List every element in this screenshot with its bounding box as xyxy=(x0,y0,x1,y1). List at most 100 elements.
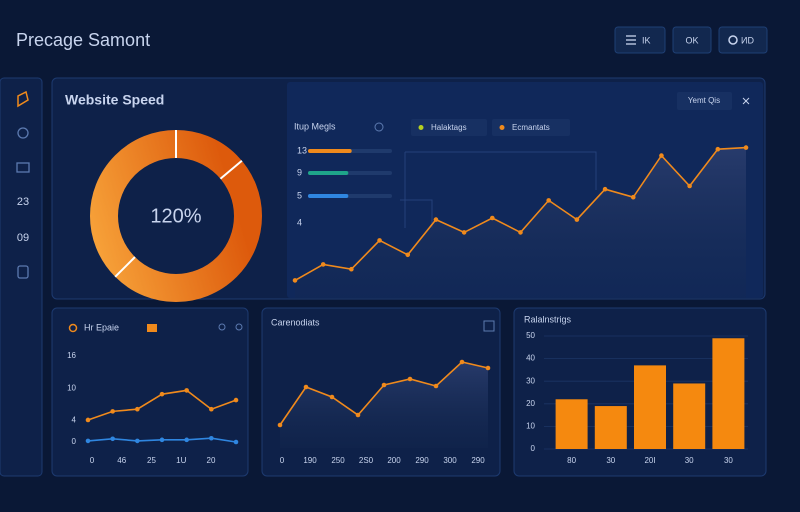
bar xyxy=(673,383,706,449)
point xyxy=(233,439,239,445)
nav-icon[interactable] xyxy=(17,127,29,139)
button-label: OK xyxy=(685,35,698,45)
point xyxy=(743,145,749,150)
point xyxy=(85,417,91,423)
menu-button[interactable] xyxy=(614,26,666,54)
legend-chip xyxy=(411,119,487,136)
settings-button[interactable] xyxy=(718,26,768,54)
point xyxy=(292,278,298,283)
bar xyxy=(555,399,588,449)
x-tick-label: 250 xyxy=(331,456,345,465)
page-title: Precage Samont xyxy=(16,30,150,50)
x-tick-label: 30 xyxy=(724,456,733,465)
nav-icon[interactable] xyxy=(16,162,30,173)
legend-marker xyxy=(147,324,157,332)
legend-label: Halaktags xyxy=(431,123,467,132)
x-tick-label: 46 xyxy=(117,456,126,465)
point xyxy=(110,409,115,414)
point xyxy=(659,153,664,158)
nav-icon[interactable] xyxy=(17,90,29,108)
point xyxy=(377,238,382,243)
point xyxy=(209,435,214,441)
point xyxy=(85,438,91,444)
menu-icon xyxy=(626,35,636,45)
x-tick-label: 25 xyxy=(147,456,156,465)
panel-button[interactable] xyxy=(677,92,732,110)
x-tick-label: 0 xyxy=(90,456,95,465)
y-tick-label: 16 xyxy=(67,351,76,360)
x-tick-label: 290 xyxy=(471,456,485,465)
gauge-divider xyxy=(114,256,136,278)
y-tick-label: 4 xyxy=(72,416,77,425)
point xyxy=(405,252,411,258)
legend-chip xyxy=(492,119,570,136)
gear-icon xyxy=(728,35,738,45)
bar xyxy=(634,365,666,449)
y-tick-label: 30 xyxy=(526,376,535,385)
point xyxy=(159,437,165,443)
x-tick-label: 20I xyxy=(644,456,655,465)
row-label: 5 xyxy=(297,190,302,200)
point xyxy=(407,376,413,382)
y-tick-label: 40 xyxy=(526,354,535,363)
x-tick-label: 2S0 xyxy=(359,456,374,465)
bar xyxy=(594,406,627,449)
point xyxy=(574,217,580,222)
progress-bar xyxy=(308,149,352,153)
point xyxy=(303,384,309,390)
search-icon[interactable] xyxy=(235,323,243,331)
point xyxy=(461,230,467,235)
nav-label[interactable]: 09 xyxy=(17,232,29,244)
y-tick-label: 10 xyxy=(526,422,535,431)
point xyxy=(209,406,214,412)
point xyxy=(715,146,721,152)
card xyxy=(51,307,249,477)
point xyxy=(381,382,387,388)
progress-bar xyxy=(308,171,349,175)
point xyxy=(184,388,189,393)
nav-icon[interactable] xyxy=(17,265,29,279)
x-tick-label: 80 xyxy=(567,456,576,465)
point xyxy=(630,194,636,200)
legend-marker xyxy=(418,125,424,130)
point xyxy=(233,397,239,403)
point xyxy=(433,217,439,222)
x-tick-label: 0 xyxy=(280,456,285,465)
y-tick-label: 50 xyxy=(526,331,535,340)
area-fill xyxy=(295,147,746,298)
point xyxy=(459,359,465,365)
point xyxy=(320,262,326,267)
x-tick-label: 20 xyxy=(207,456,216,465)
point xyxy=(184,437,189,443)
button-label: Yemt Qis xyxy=(688,96,720,105)
area-fill xyxy=(280,362,488,448)
point xyxy=(277,422,283,428)
sidebar xyxy=(0,77,43,477)
export-icon[interactable] xyxy=(483,320,495,332)
point xyxy=(490,215,495,221)
button-label: ИD xyxy=(741,35,754,45)
y-tick-label: 0 xyxy=(531,444,536,453)
point xyxy=(485,365,491,371)
x-tick-label: 290 xyxy=(415,456,429,465)
point xyxy=(546,198,551,203)
legend-label: Hr Epaie xyxy=(84,322,119,332)
bar xyxy=(712,338,745,449)
legend-marker xyxy=(499,125,505,130)
info-icon xyxy=(374,122,384,132)
ok-button[interactable] xyxy=(672,26,712,54)
row-label: 9 xyxy=(297,167,302,177)
nav-label[interactable]: 23 xyxy=(17,196,29,208)
x-tick-label: 200 xyxy=(387,456,401,465)
search-icon[interactable] xyxy=(218,323,226,331)
close-icon[interactable] xyxy=(742,97,750,105)
x-tick-label: 1U xyxy=(176,456,186,465)
point xyxy=(518,230,523,235)
y-tick-label: 20 xyxy=(526,399,535,408)
point xyxy=(602,186,608,192)
point xyxy=(135,406,140,412)
point xyxy=(687,183,692,189)
progress-bar xyxy=(308,194,349,198)
legend-label: Ecmantats xyxy=(512,123,550,132)
